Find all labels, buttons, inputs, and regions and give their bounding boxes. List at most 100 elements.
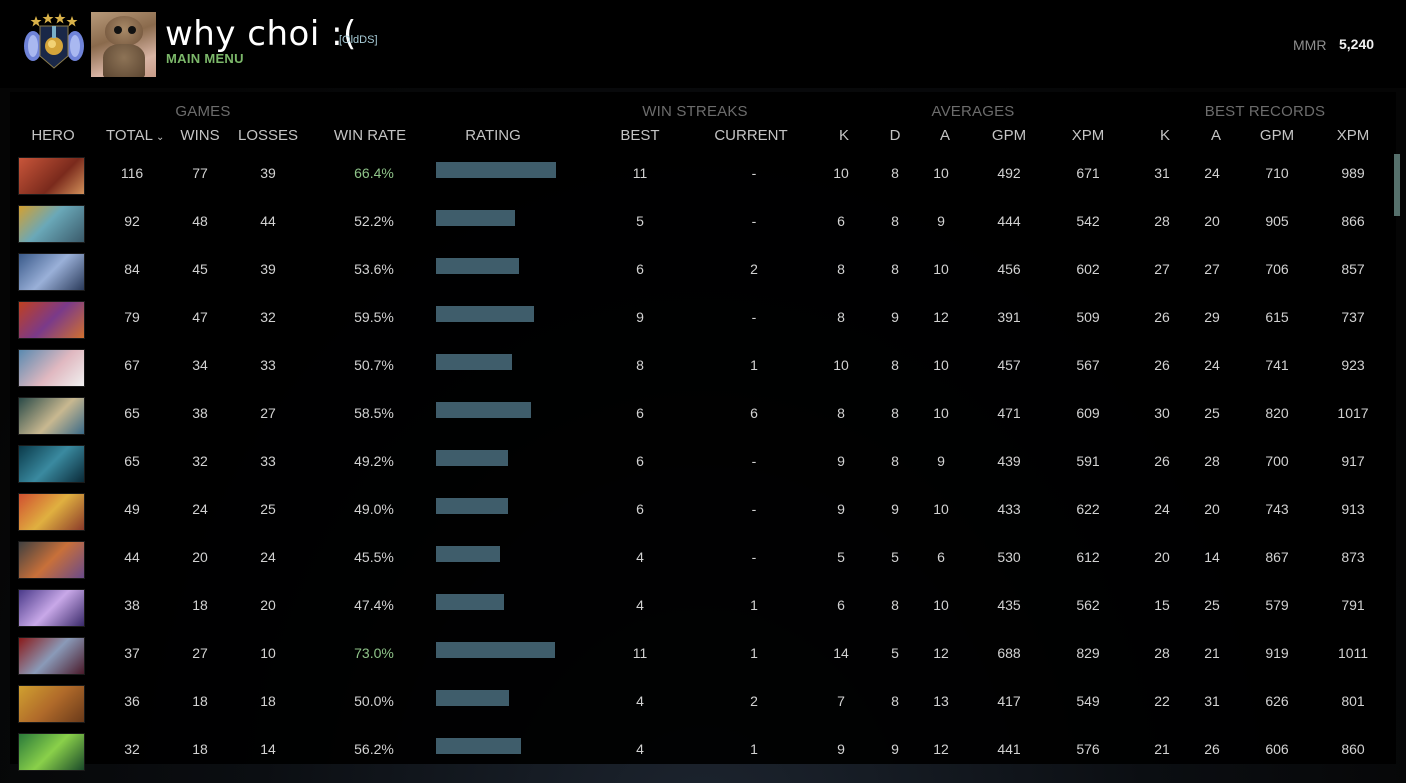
- hero-portrait-warrior-icon[interactable]: [18, 493, 85, 531]
- cell-best-streak: 4: [636, 597, 644, 613]
- cell-record-kills: 31: [1154, 165, 1170, 181]
- hero-portrait-assassin-icon[interactable]: [18, 541, 85, 579]
- column-header-avg-xpm[interactable]: XPM: [1071, 127, 1105, 144]
- cell-avg-deaths: 5: [891, 645, 899, 661]
- table-row[interactable]: 79 47 32 59.5% 9 - 8 9 12 391 509 26 29 …: [10, 297, 1380, 345]
- column-header-avg-gpm[interactable]: GPM: [991, 127, 1027, 144]
- column-header-total[interactable]: TOTAL ⌄: [100, 127, 170, 144]
- table-row[interactable]: 116 77 39 66.4% 11 - 10 8 10 492 671 31 …: [10, 153, 1380, 201]
- cell-total: 116: [120, 165, 144, 181]
- scrollbar-thumb[interactable]: [1394, 154, 1400, 216]
- column-header-best-streak[interactable]: BEST: [620, 127, 660, 144]
- scrollbar-track[interactable]: [1393, 152, 1401, 764]
- hero-portrait-queen-icon[interactable]: [18, 637, 85, 675]
- cell-record-kills: 15: [1154, 597, 1170, 613]
- column-header-avg-kills[interactable]: K: [838, 127, 849, 144]
- cell-avg-kills: 8: [837, 405, 845, 421]
- cell-record-xpm: 737: [1341, 309, 1365, 325]
- cell-wins: 48: [192, 213, 208, 229]
- cell-avg-deaths: 8: [891, 357, 899, 373]
- column-header-avg-assists[interactable]: A: [939, 127, 950, 144]
- cell-avg-gpm: 456: [997, 261, 1021, 277]
- cell-best-streak: 4: [636, 693, 644, 709]
- cell-best-streak: 6: [636, 261, 644, 277]
- cell-avg-deaths: 9: [891, 741, 899, 757]
- cell-avg-xpm: 591: [1076, 453, 1100, 469]
- column-header-win-rate[interactable]: WIN RATE: [333, 127, 407, 144]
- cell-avg-deaths: 8: [891, 405, 899, 421]
- cell-avg-deaths: 8: [891, 597, 899, 613]
- column-header-hero[interactable]: HERO: [31, 127, 75, 144]
- cell-record-gpm: 919: [1265, 645, 1289, 661]
- hero-portrait-venom-icon[interactable]: [18, 733, 85, 771]
- column-header-record-assists[interactable]: A: [1210, 127, 1221, 144]
- group-header-games: GAMES: [175, 103, 231, 120]
- hero-portrait-violet-icon[interactable]: [18, 589, 85, 627]
- cell-total: 65: [124, 453, 140, 469]
- column-header-wins[interactable]: WINS: [180, 127, 220, 144]
- cell-avg-kills: 10: [833, 165, 849, 181]
- hero-portrait-spear-mage-icon[interactable]: [18, 397, 85, 435]
- cell-wins: 45: [192, 261, 208, 277]
- cell-best-streak: 6: [636, 405, 644, 421]
- cell-total: 92: [124, 213, 140, 229]
- rank-medal-icon: [24, 13, 84, 69]
- cell-win-rate: 59.5%: [354, 309, 394, 325]
- column-header-record-kills[interactable]: K: [1159, 127, 1170, 144]
- table-row[interactable]: 84 45 39 53.6% 6 2 8 8 10 456 602 27 27 …: [10, 249, 1380, 297]
- cell-total: 84: [124, 261, 140, 277]
- column-header-record-xpm[interactable]: XPM: [1336, 127, 1370, 144]
- cell-current-streak: 6: [750, 405, 758, 421]
- cell-win-rate: 47.4%: [354, 597, 394, 613]
- rating-bar: [436, 306, 534, 322]
- cell-avg-deaths: 8: [891, 165, 899, 181]
- table-row[interactable]: 38 18 20 47.4% 4 1 6 8 10 435 562 15 25 …: [10, 585, 1380, 633]
- hero-portrait-ranger-icon[interactable]: [18, 253, 85, 291]
- cell-record-assists: 20: [1204, 501, 1220, 517]
- cell-record-xpm: 1017: [1337, 405, 1369, 421]
- cell-current-streak: 2: [750, 693, 758, 709]
- hero-portrait-engineer-icon[interactable]: [18, 349, 85, 387]
- cell-avg-gpm: 391: [997, 309, 1021, 325]
- cell-losses: 24: [260, 549, 276, 565]
- main-menu-link[interactable]: MAIN MENU: [166, 51, 244, 66]
- cell-best-streak: 11: [632, 645, 648, 661]
- hero-portrait-blue-beast-icon[interactable]: [18, 205, 85, 243]
- hero-portrait-ogre-icon[interactable]: [18, 157, 85, 195]
- cell-record-kills: 22: [1154, 693, 1170, 709]
- cell-total: 38: [124, 597, 140, 613]
- cell-record-xpm: 917: [1341, 453, 1365, 469]
- cell-losses: 18: [260, 693, 276, 709]
- cell-avg-assists: 13: [933, 693, 949, 709]
- cell-avg-xpm: 622: [1076, 501, 1100, 517]
- column-header-losses[interactable]: LOSSES: [237, 127, 299, 144]
- cell-current-streak: 1: [750, 741, 758, 757]
- table-row[interactable]: 92 48 44 52.2% 5 - 6 8 9 444 542 28 20 9…: [10, 201, 1380, 249]
- cell-best-streak: 4: [636, 549, 644, 565]
- hero-portrait-phantom-icon[interactable]: [18, 445, 85, 483]
- table-row[interactable]: 65 32 33 49.2% 6 - 9 8 9 439 591 26 28 7…: [10, 441, 1380, 489]
- rating-bar: [436, 162, 556, 178]
- column-header-avg-deaths[interactable]: D: [889, 127, 901, 144]
- cell-current-streak: -: [751, 453, 757, 469]
- group-header-best-records: BEST RECORDS: [1204, 103, 1326, 120]
- hero-portrait-demon-icon[interactable]: [18, 301, 85, 339]
- player-avatar[interactable]: [91, 12, 156, 77]
- table-row[interactable]: 36 18 18 50.0% 4 2 7 8 13 417 549 22 31 …: [10, 681, 1380, 729]
- column-header-rating[interactable]: RATING: [465, 127, 521, 144]
- table-row[interactable]: 49 24 25 49.0% 6 - 9 9 10 433 622 24 20 …: [10, 489, 1380, 537]
- table-row[interactable]: 32 18 14 56.2% 4 1 9 9 12 441 576 21 26 …: [10, 729, 1380, 777]
- column-header-current-streak[interactable]: CURRENT: [714, 127, 788, 144]
- table-row[interactable]: 44 20 24 45.5% 4 - 5 5 6 530 612 20 14 8…: [10, 537, 1380, 585]
- column-header-record-gpm[interactable]: GPM: [1259, 127, 1295, 144]
- cell-record-gpm: 579: [1265, 597, 1289, 613]
- cell-total: 65: [124, 405, 140, 421]
- table-row[interactable]: 37 27 10 73.0% 11 1 14 5 12 688 829 28 2…: [10, 633, 1380, 681]
- cell-current-streak: -: [751, 309, 757, 325]
- table-row[interactable]: 65 38 27 58.5% 6 6 8 8 10 471 609 30 25 …: [10, 393, 1380, 441]
- cell-current-streak: -: [751, 549, 757, 565]
- cell-losses: 32: [260, 309, 276, 325]
- table-row[interactable]: 67 34 33 50.7% 8 1 10 8 10 457 567 26 24…: [10, 345, 1380, 393]
- hero-portrait-monkey-icon[interactable]: [18, 685, 85, 723]
- rating-bar: [436, 642, 555, 658]
